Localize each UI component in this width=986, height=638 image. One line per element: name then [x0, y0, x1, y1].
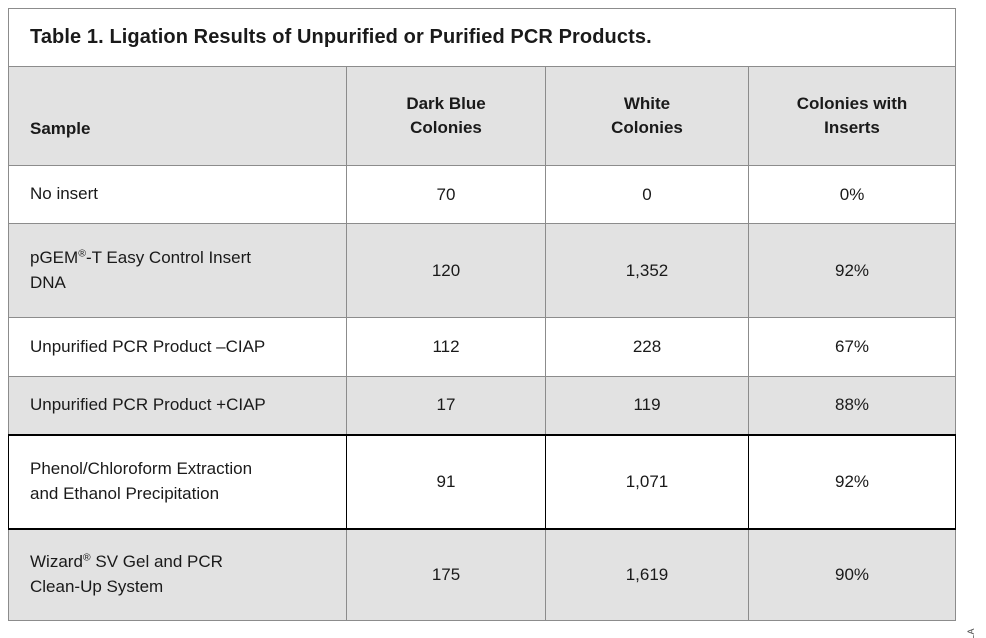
- colonies-with-inserts-cell: 92%: [747, 223, 957, 318]
- white-colonies-cell: 1,352: [545, 223, 749, 318]
- white-colonies-cell: 1,619: [545, 528, 749, 621]
- header-label: Colonies: [611, 118, 683, 137]
- dark-blue-colonies-cell: 112: [346, 317, 546, 377]
- sample-label: No insert: [30, 184, 99, 204]
- header-label: Inserts: [824, 118, 880, 137]
- dark-blue-colonies-cell: 17: [346, 376, 546, 435]
- colonies-with-inserts-cell: 90%: [747, 528, 957, 621]
- header-label: Sample: [30, 119, 91, 139]
- table-row-phenol-chloroform: Phenol/Chloroform Extraction and Ethanol…: [8, 433, 957, 530]
- sample-label: DNA: [30, 272, 66, 292]
- sample-cell: No insert: [8, 165, 347, 224]
- column-header-dark-blue-colonies: Dark Blue Colonies: [346, 66, 546, 166]
- header-label: Dark Blue: [406, 94, 486, 114]
- table-row-unpurified-minus-ciap: Unpurified PCR Product –CIAP 112 228 67%: [8, 317, 957, 377]
- colonies-with-inserts-cell: 92%: [747, 433, 957, 530]
- white-colonies-cell: 228: [545, 317, 749, 377]
- white-colonies-cell: 0: [545, 165, 749, 224]
- table-row-pgem-control: pGEM®-T Easy Control Insert DNA 120 1,35…: [8, 223, 957, 318]
- white-colonies-cell: 119: [545, 376, 749, 435]
- sample-label: and Ethanol Precipitation: [30, 483, 220, 503]
- figure-code: 9207LA: [966, 628, 976, 638]
- header-label: Colonies: [410, 118, 482, 137]
- table-title: Table 1. Ligation Results of Unpurified …: [7, 8, 957, 67]
- sample-label: Wizard® SV Gel and PCR: [30, 551, 223, 572]
- white-colonies-cell: 1,071: [545, 433, 749, 530]
- sample-cell: Phenol/Chloroform Extraction and Ethanol…: [8, 433, 347, 530]
- header-label: White: [623, 94, 671, 114]
- column-header-sample: Sample: [8, 66, 347, 166]
- sample-cell: pGEM®-T Easy Control Insert DNA: [8, 223, 347, 318]
- table-row-unpurified-plus-ciap: Unpurified PCR Product +CIAP 17 119 88%: [8, 376, 957, 435]
- ligation-results-table: Table 1. Ligation Results of Unpurified …: [7, 8, 957, 621]
- colonies-with-inserts-cell: 0%: [747, 165, 957, 224]
- sample-label: Unpurified PCR Product –CIAP: [30, 336, 266, 356]
- dark-blue-colonies-cell: 70: [346, 165, 546, 224]
- sample-label: Phenol/Chloroform Extraction: [30, 458, 253, 478]
- table-row-wizard-sv: Wizard® SV Gel and PCR Clean-Up System 1…: [8, 528, 957, 621]
- colonies-with-inserts-cell: 88%: [747, 376, 957, 435]
- table-row-no-insert: No insert 70 0 0%: [8, 165, 957, 224]
- sample-cell: Wizard® SV Gel and PCR Clean-Up System: [8, 528, 347, 621]
- sample-label: Unpurified PCR Product +CIAP: [30, 394, 266, 414]
- dark-blue-colonies-cell: 120: [346, 223, 546, 318]
- column-header-white-colonies: White Colonies: [545, 66, 749, 166]
- table-header-row: Sample Dark Blue Colonies White Colonies…: [8, 66, 957, 166]
- header-label: Colonies with: [796, 94, 908, 114]
- sample-cell: Unpurified PCR Product +CIAP: [8, 376, 347, 435]
- colonies-with-inserts-cell: 67%: [747, 317, 957, 377]
- dark-blue-colonies-cell: 175: [346, 528, 546, 621]
- sample-cell: Unpurified PCR Product –CIAP: [8, 317, 347, 377]
- column-header-colonies-with-inserts: Colonies with Inserts: [747, 66, 957, 166]
- sample-label: Clean-Up System: [30, 576, 164, 596]
- dark-blue-colonies-cell: 91: [346, 433, 546, 530]
- table-title-row: Table 1. Ligation Results of Unpurified …: [7, 8, 957, 67]
- sample-label: pGEM®-T Easy Control Insert: [30, 247, 251, 267]
